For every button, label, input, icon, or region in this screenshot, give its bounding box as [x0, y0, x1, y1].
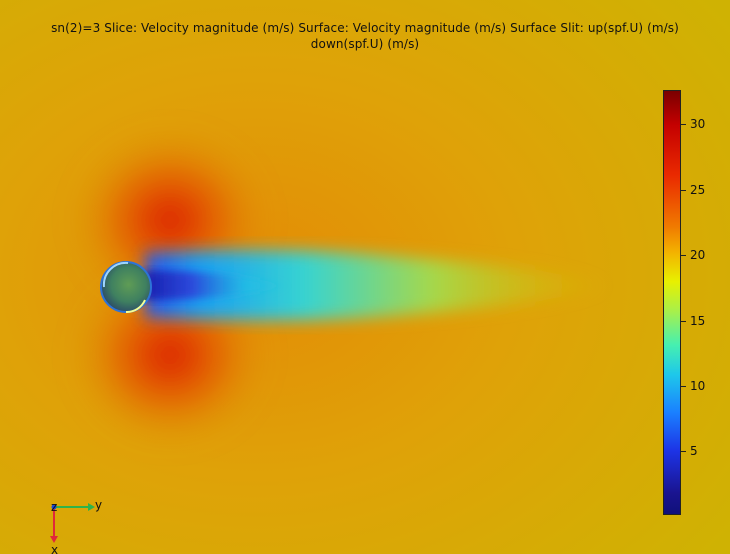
colorbar-label-15: 15 [690, 314, 705, 328]
colorbar-tick-5 [681, 451, 686, 452]
y-axis-label: y [95, 499, 102, 511]
colorbar-tick-15 [681, 321, 686, 322]
velocity-colorbar [663, 90, 681, 515]
colorbar-label-25: 25 [690, 183, 705, 197]
colorbar-label-20: 20 [690, 248, 705, 262]
title-line-1: sn(2)=3 Slice: Velocity magnitude (m/s) … [0, 20, 730, 36]
axis-triad: z y x [44, 492, 114, 554]
y-axis-arrowhead [88, 503, 95, 511]
colorbar-tick-10 [681, 386, 686, 387]
colorbar-label-5: 5 [690, 444, 698, 458]
colorbar-label-30: 30 [690, 117, 705, 131]
title-line-2: down(spf.U) (m/s) [0, 36, 730, 52]
colorbar-tick-30 [681, 124, 686, 125]
colorbar-tick-20 [681, 255, 686, 256]
colorbar-label-10: 10 [690, 379, 705, 393]
colorbar-tick-25 [681, 190, 686, 191]
x-axis-label: x [51, 544, 58, 554]
x-axis-arrowhead [50, 536, 58, 543]
plot-title: sn(2)=3 Slice: Velocity magnitude (m/s) … [0, 20, 730, 52]
z-axis-label: z [51, 501, 57, 513]
